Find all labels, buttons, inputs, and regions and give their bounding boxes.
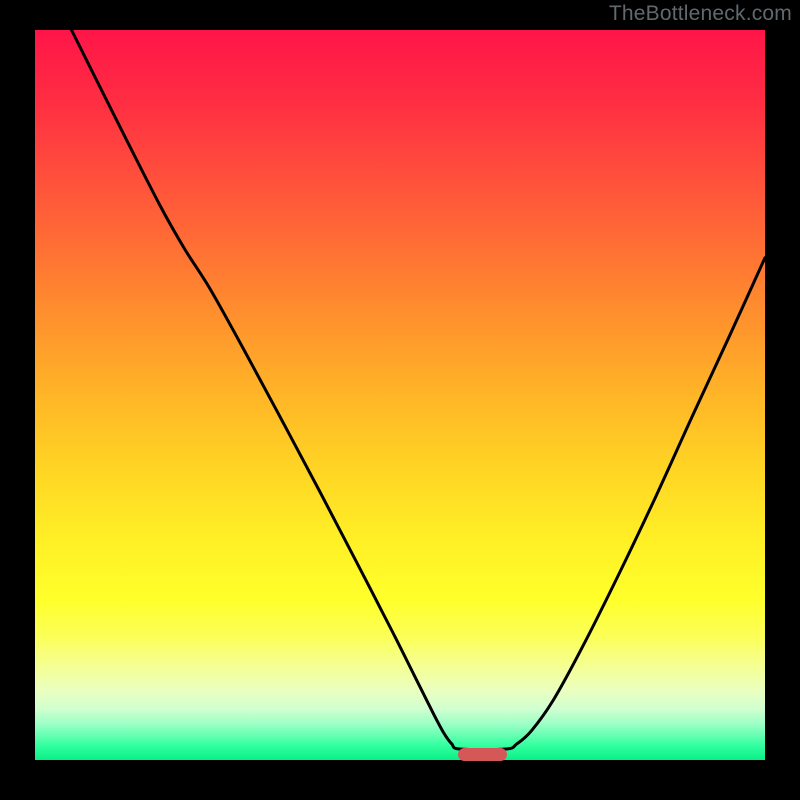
bottleneck-curve xyxy=(35,30,765,760)
plot-area xyxy=(35,30,765,765)
attribution-text: TheBottleneck.com xyxy=(609,2,792,26)
chart-container: { "attribution": "TheBottleneck.com", "c… xyxy=(0,0,800,800)
optimum-marker xyxy=(458,748,508,761)
